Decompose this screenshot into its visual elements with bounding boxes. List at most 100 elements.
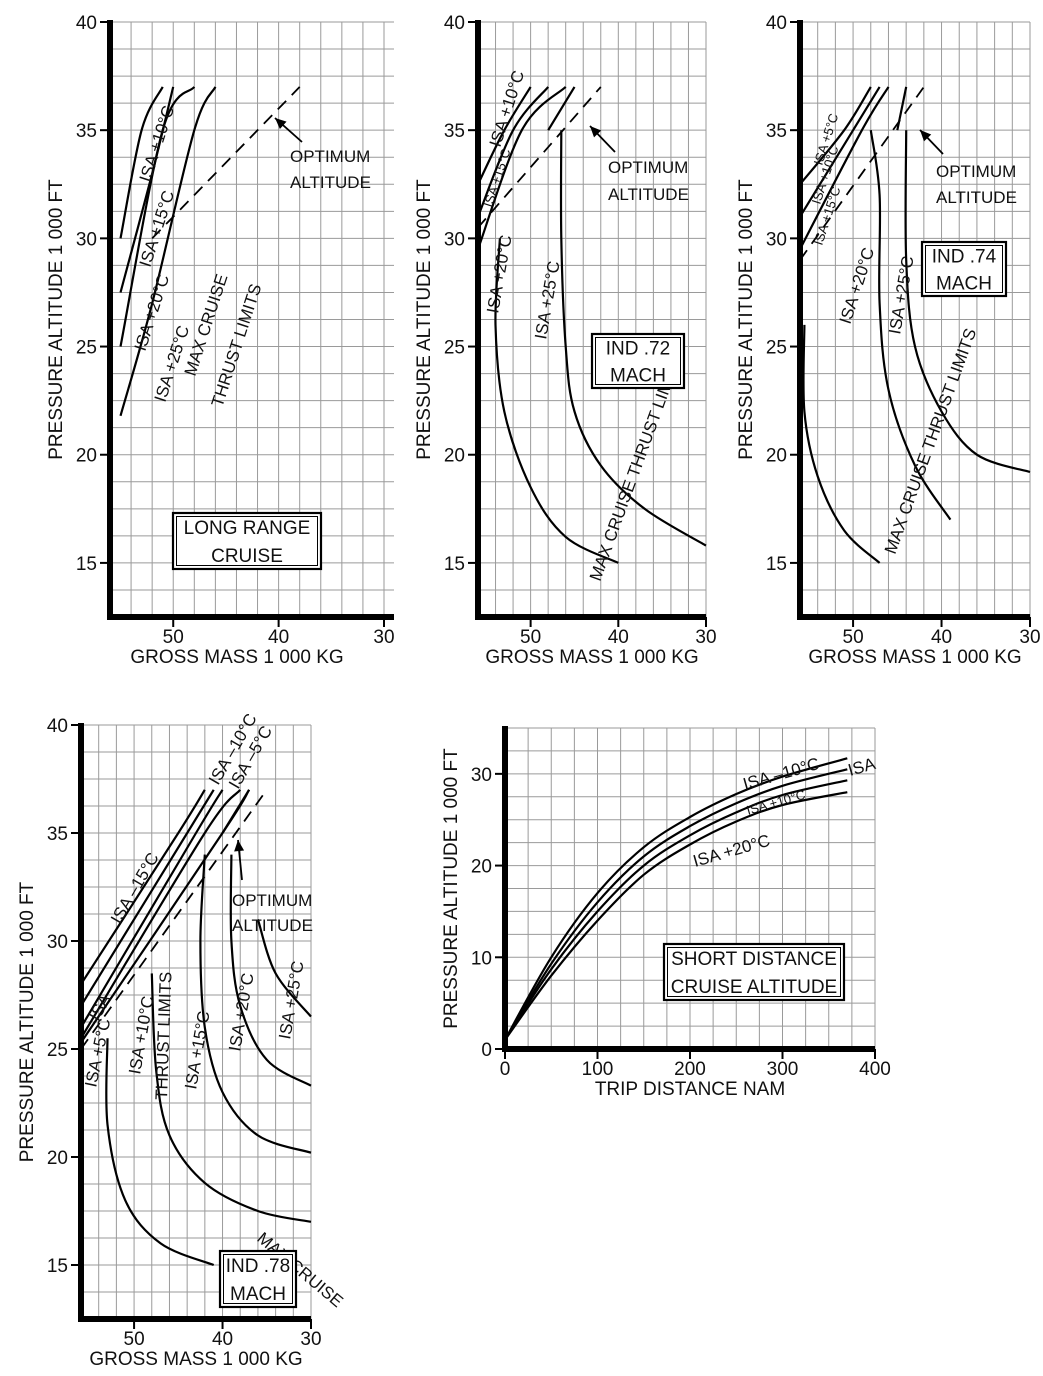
title-box-inner xyxy=(223,1254,293,1304)
chart-panel-lrc: 15 20 25 30 35 40 50 40 30 GROSS MASS 1 000 KG PRE… xyxy=(46,13,395,668)
series-line-isa-10-c xyxy=(504,779,848,1041)
series-line-isa-15-c xyxy=(80,789,206,985)
optimum-label: OPTIMUM xyxy=(290,147,370,166)
y-tick-label: 10 xyxy=(471,948,492,969)
y-tick-label: 30 xyxy=(471,765,492,786)
y-tick-label: 15 xyxy=(766,554,787,575)
series-line-isa xyxy=(80,789,242,1039)
y-tick-label: 20 xyxy=(76,446,97,467)
series-group xyxy=(799,86,1031,564)
optimum-label: ALTITUDE xyxy=(290,173,371,192)
series-line-isa-25-c xyxy=(547,86,576,131)
curve-label: ISA +20°C xyxy=(836,245,879,326)
curve-label: ISA +20°C xyxy=(483,233,515,314)
arrow-head xyxy=(920,130,932,142)
y-tick-label: 35 xyxy=(76,121,97,142)
x-tick-label: 300 xyxy=(767,1059,799,1080)
x-tick-label: 50 xyxy=(843,627,864,648)
series-line-isa-15-c xyxy=(199,854,312,1154)
y-tick-label: 35 xyxy=(766,121,787,142)
x-tick-label: 100 xyxy=(582,1059,614,1080)
series-line-isa-10-c xyxy=(105,1038,215,1267)
series-group xyxy=(504,757,848,1041)
title-box-inner xyxy=(667,947,841,997)
title-box xyxy=(662,942,846,1002)
chart-title: IND .72 xyxy=(606,339,670,360)
series-line-max-cruise-thrust-limits xyxy=(802,324,881,564)
y-tick-label: 0 xyxy=(481,1040,492,1061)
x-tick-label: 30 xyxy=(1019,627,1040,648)
series-line-isa-10-c xyxy=(504,757,848,1041)
y-axis-label: PRESSURE ALTITUDE 1 000 FT xyxy=(46,179,67,460)
series-line-isa-20-c xyxy=(869,130,952,521)
curve-label: THRUST LIMITS xyxy=(152,971,175,1100)
y-tick-label: 20 xyxy=(471,857,492,878)
x-tick-label: 30 xyxy=(373,627,394,648)
y-axis-label: PRESSURE ALTITUDE 1 000 FT xyxy=(441,748,462,1029)
curve-label: ISA +25°C xyxy=(275,959,307,1040)
curve-label: ISA +20°C xyxy=(131,272,174,353)
y-axis-label: PRESSURE ALTITUDE 1 000 FT xyxy=(17,881,38,1162)
chart-title: MACH xyxy=(230,1284,286,1305)
series-line-optimum-altitude xyxy=(151,86,301,239)
curve-label: ISA +25°C xyxy=(531,259,563,340)
series-line-isa-5-c xyxy=(80,789,224,1028)
x-axis-label: GROSS MASS 1 000 KG xyxy=(130,647,343,668)
chart-title: MACH xyxy=(936,274,992,295)
series-line-max-cruise-thrust-limits xyxy=(494,238,619,564)
y-tick-label: 30 xyxy=(76,229,97,250)
series-line-isa-10-c xyxy=(119,86,164,239)
grid xyxy=(110,21,394,617)
chart-title: CRUISE ALTITUDE xyxy=(671,977,837,998)
x-tick-label: 40 xyxy=(268,627,289,648)
curve-label: ISA +10°C xyxy=(486,68,529,149)
title-box-inner xyxy=(925,245,1003,293)
x-tick-label: 50 xyxy=(163,627,184,648)
x-tick-label: 50 xyxy=(520,627,541,648)
grid xyxy=(505,727,876,1049)
grid xyxy=(800,21,1031,617)
x-tick-label: 200 xyxy=(674,1059,706,1080)
x-axis-label: GROSS MASS 1 000 KG xyxy=(808,647,1021,668)
optimum-label: ALTITUDE xyxy=(232,916,313,935)
y-tick-label: 20 xyxy=(47,1148,68,1169)
arrow-head xyxy=(590,126,602,138)
series-group xyxy=(119,86,301,417)
series-group xyxy=(476,86,707,564)
y-axis-label: PRESSURE ALTITUDE 1 000 FT xyxy=(736,179,757,460)
series-line-isa-20-c xyxy=(476,86,567,250)
arrow-head xyxy=(275,118,287,130)
series-line-isa-10-c xyxy=(799,86,881,218)
y-tick-label: 35 xyxy=(444,121,465,142)
series-line-isa-15-c xyxy=(799,86,890,250)
series-line-isa-20-c xyxy=(229,854,312,1087)
optimum-label: OPTIMUM xyxy=(936,162,1016,181)
chart-title: SHORT DISTANCE xyxy=(671,949,837,970)
title-box-inner xyxy=(176,516,318,566)
curve-label: ISA +10°C xyxy=(136,103,179,184)
x-tick-label: 30 xyxy=(695,627,716,648)
series-line-isa-25-c xyxy=(559,130,707,547)
series-line-max-cruise-thrust-limits xyxy=(150,973,312,1223)
optimum-label: ALTITUDE xyxy=(608,185,689,204)
x-tick-label: 0 xyxy=(500,1059,511,1080)
x-tick-label: 40 xyxy=(608,627,629,648)
chart-title: LONG RANGE xyxy=(184,518,311,539)
series-line-isa-15-c xyxy=(476,86,550,218)
y-tick-label: 25 xyxy=(47,1040,68,1061)
curve-label: ISA +15°C xyxy=(481,147,514,209)
x-tick-label: 40 xyxy=(212,1329,233,1350)
curve-label: ISA +25°C xyxy=(885,254,917,335)
title-box xyxy=(920,240,1008,298)
series-line-isa-10-c xyxy=(477,86,532,185)
chart-title: MACH xyxy=(610,366,666,387)
title-box-inner xyxy=(595,337,681,385)
y-tick-label: 40 xyxy=(444,13,465,34)
x-axis-label: GROSS MASS 1 000 KG xyxy=(89,1349,302,1370)
series-line-isa-25-c xyxy=(256,919,312,1018)
title-box xyxy=(171,511,323,571)
grid xyxy=(81,724,312,1319)
